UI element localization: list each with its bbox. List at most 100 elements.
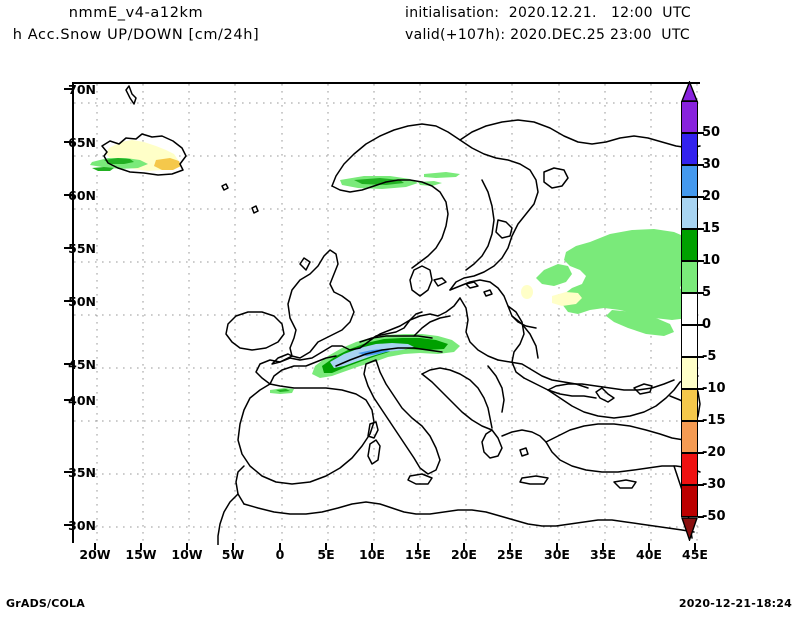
colorbar-label-neg20: -20 — [702, 445, 726, 460]
colorbar-segment-neg5-0[interactable] — [681, 325, 698, 357]
coast-sicily — [407, 473, 433, 485]
header-left: nmmE_v4-a12km h Acc.Snow UP/DOWN [cm/24h… — [0, 2, 286, 46]
valid-time: valid(+107h): 2020.DEC.25 23:00 UTC — [405, 27, 690, 43]
coast-great-britain — [287, 249, 355, 359]
colorbar-label-5: 5 — [702, 285, 712, 300]
x-tick-10E — [371, 543, 373, 550]
colorbar[interactable] — [681, 81, 698, 541]
colorbar-segment-above-50[interactable] — [681, 101, 698, 133]
y-tick-35N — [64, 471, 72, 473]
colorbar-segment-15-20[interactable] — [681, 197, 698, 229]
coast-white-sea — [543, 167, 569, 189]
colorbar-label-30: 30 — [702, 157, 721, 172]
coast-france-atl — [269, 355, 337, 385]
coast-crete — [519, 475, 549, 485]
colorbar-label-10: 10 — [702, 253, 721, 268]
colorbar-segment-10-15[interactable] — [681, 229, 698, 261]
x-label-10E: 10E — [359, 547, 385, 562]
x-tick-15E — [417, 543, 419, 550]
y-tick-60N — [64, 194, 72, 196]
y-tick-30N — [64, 524, 72, 526]
coast-scandinavia — [331, 123, 539, 291]
x-tick-35E — [602, 543, 604, 550]
field-iceland-green-b — [104, 158, 134, 164]
y-tick-45N — [64, 363, 72, 365]
x-label-5E: 5E — [317, 547, 335, 562]
field-russia-green-lobe — [536, 264, 572, 286]
coast-italy — [363, 359, 441, 475]
border-alps-south — [335, 347, 443, 367]
colorbar-max-arrow-icon — [681, 81, 698, 102]
colorbar-tick-neg15 — [698, 420, 704, 422]
colorbar-tick-50 — [698, 132, 704, 134]
x-tick-20W — [94, 543, 96, 550]
y-label-65N: 65N — [68, 135, 96, 150]
coast-baltic-islands — [465, 281, 479, 289]
x-label-10W: 10W — [171, 547, 203, 562]
coast-africa-atlantic — [217, 493, 239, 545]
x-tick-10W — [186, 543, 188, 550]
x-label-15E: 15E — [405, 547, 431, 562]
colorbar-label-neg5: -5 — [702, 349, 717, 364]
colorbar-label-50: 50 — [702, 125, 721, 140]
coast-greece — [481, 429, 503, 459]
y-label-45N: 45N — [68, 357, 96, 372]
y-tick-40N — [64, 399, 72, 401]
colorbar-tick-neg20 — [698, 452, 704, 454]
colorbar-tick-neg5 — [698, 356, 704, 358]
border-alps-north — [359, 335, 433, 343]
colorbar-segment-0-5[interactable] — [681, 293, 698, 325]
border-ee-4 — [523, 377, 597, 399]
coast-gb-scotland-west — [299, 257, 311, 271]
coast-crimea — [595, 387, 615, 403]
map-plot-area[interactable] — [72, 82, 702, 545]
map-canvas — [74, 84, 702, 545]
x-tick-20E — [463, 543, 465, 550]
colorbar-tick-20 — [698, 196, 704, 198]
field-iceland-golden — [154, 158, 181, 170]
field-poland-spot — [521, 285, 533, 299]
coast-west-europe — [255, 311, 423, 385]
colorbar-label-neg30: -30 — [702, 477, 726, 492]
coast-adriatic-east — [421, 373, 493, 431]
field-sweden-green — [424, 172, 460, 178]
coast-denmark-isles — [433, 277, 447, 287]
colorbar-segment-20-30[interactable] — [681, 165, 698, 197]
colorbar-segment-30-50[interactable] — [681, 133, 698, 165]
coast-aegean-isl — [519, 447, 529, 457]
x-label-35E: 35E — [590, 547, 616, 562]
coast-balkans — [421, 367, 493, 429]
coast-azov — [633, 383, 653, 395]
field-norway-green2 — [354, 178, 404, 185]
coast-black-sea-north — [547, 379, 675, 391]
coast-iberia — [237, 383, 375, 485]
colorbar-segment-neg15-neg10[interactable] — [681, 389, 698, 421]
coast-gulf-bothnia — [465, 179, 495, 271]
colorbar-tick-neg30 — [698, 484, 704, 486]
coast-turkey-north — [545, 423, 697, 443]
x-tick-5E — [325, 543, 327, 550]
coast-ireland — [225, 311, 285, 351]
colorbar-segment-neg20-neg15[interactable] — [681, 421, 698, 453]
colorbar-segment-5-10[interactable] — [681, 261, 698, 293]
x-label-45E: 45E — [682, 547, 708, 562]
colorbar-label-neg15: -15 — [702, 413, 726, 428]
coast-finland-lakes — [495, 219, 513, 239]
colorbar-tick-neg10 — [698, 388, 704, 390]
coast-iceland — [101, 133, 187, 176]
y-label-55N: 55N — [68, 241, 96, 256]
coast-cyprus — [613, 479, 637, 489]
coast-greece-2 — [501, 429, 547, 443]
border-ee-1 — [459, 297, 499, 361]
x-tick-45E — [694, 543, 696, 550]
colorbar-segment-neg30-neg20[interactable] — [681, 453, 698, 485]
colorbar-segment-neg50-neg30[interactable] — [681, 485, 698, 517]
y-label-30N: 30N — [68, 518, 96, 533]
coast-shetland — [251, 205, 259, 214]
colorbar-label-neg10: -10 — [702, 381, 726, 396]
x-label-15W: 15W — [125, 547, 157, 562]
colorbar-label-15: 15 — [702, 221, 721, 236]
coast-arctic-north — [459, 119, 701, 149]
colorbar-segment-neg10-neg5[interactable] — [681, 357, 698, 389]
